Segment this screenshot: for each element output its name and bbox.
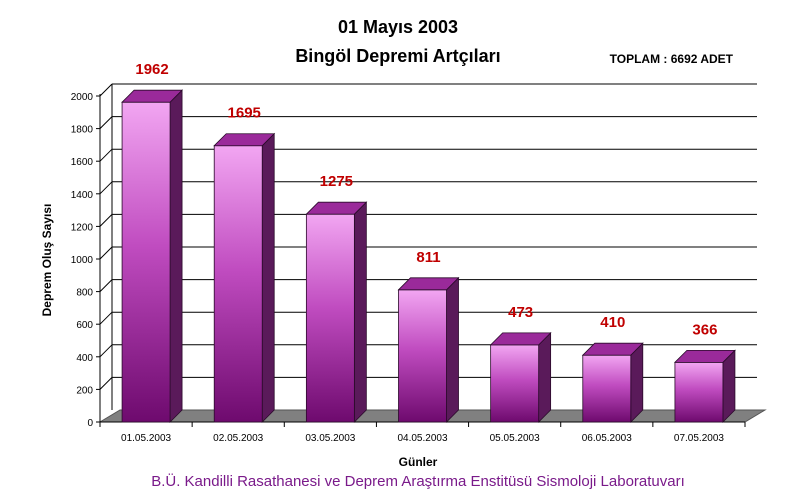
gridline-side bbox=[99, 279, 113, 292]
data-label: 1962 bbox=[135, 61, 168, 78]
x-tick-labels: 01.05.2003 02.05.2003 03.05.2003 04.05.2003… bbox=[99, 422, 746, 444]
gridline-side bbox=[99, 181, 113, 195]
bar-front bbox=[674, 361, 724, 423]
gridline-side bbox=[99, 344, 113, 358]
y-tick-label: 400 bbox=[76, 353, 93, 364]
data-label: 473 bbox=[508, 304, 533, 321]
bar bbox=[397, 276, 460, 423]
bar-top bbox=[121, 89, 184, 103]
gridline-side bbox=[99, 311, 113, 325]
bar-front bbox=[213, 145, 263, 423]
bar-top bbox=[397, 277, 460, 291]
bar-top bbox=[673, 349, 736, 363]
gridline-side bbox=[99, 214, 113, 227]
x-tick-label: 05.05.2003 bbox=[490, 433, 540, 444]
gridline-side bbox=[99, 377, 113, 390]
data-label: 1275 bbox=[320, 173, 353, 190]
y-tick-label: 1800 bbox=[71, 125, 94, 136]
x-tick-label: 02.05.2003 bbox=[213, 433, 263, 444]
y-tick-label: 1400 bbox=[71, 190, 94, 201]
y-tick-label: 1000 bbox=[71, 255, 94, 266]
x-tick-label: 03.05.2003 bbox=[305, 433, 355, 444]
total-label: TOPLAM : 6692 ADET bbox=[610, 52, 734, 66]
footer-credit: B.Ü. Kandilli Rasathanesi ve Deprem Araş… bbox=[151, 472, 685, 490]
bar-top bbox=[581, 342, 644, 356]
bar-front bbox=[305, 213, 355, 423]
bar-front bbox=[582, 354, 632, 423]
bar-front bbox=[121, 101, 171, 423]
bar bbox=[581, 342, 644, 423]
x-tick-label: 06.05.2003 bbox=[582, 433, 632, 444]
bar-top bbox=[213, 133, 276, 147]
gridline-side bbox=[99, 83, 113, 97]
bar-side bbox=[169, 89, 183, 423]
data-labels: 1962 1695 1275 811 473 410 366 bbox=[135, 61, 717, 338]
y-tick-label: 1600 bbox=[71, 157, 94, 168]
data-label: 811 bbox=[416, 249, 440, 266]
chart-subtitle: Bingöl Depremi Artçıları bbox=[295, 46, 500, 66]
y-tick-label: 1200 bbox=[71, 222, 94, 233]
bar-side bbox=[538, 331, 552, 423]
bars bbox=[121, 89, 736, 423]
x-axis-title: Günler bbox=[399, 455, 438, 469]
bar bbox=[489, 331, 552, 423]
y-tick-label: 0 bbox=[87, 418, 93, 429]
gridline-side bbox=[99, 246, 113, 260]
bar bbox=[213, 132, 276, 423]
y-tick-label: 2000 bbox=[71, 92, 94, 103]
data-label: 1695 bbox=[228, 105, 261, 122]
bar-side bbox=[353, 201, 367, 423]
x-tick-label: 07.05.2003 bbox=[674, 433, 724, 444]
y-tick-label: 600 bbox=[76, 320, 93, 331]
gridline-side bbox=[99, 116, 113, 129]
bar bbox=[305, 201, 368, 423]
bar-front bbox=[490, 344, 540, 423]
bar-side bbox=[261, 132, 275, 423]
bar-top bbox=[305, 201, 368, 215]
x-tick-label: 04.05.2003 bbox=[397, 433, 447, 444]
bar-top bbox=[489, 332, 552, 346]
chart-title: 01 Mayıs 2003 bbox=[338, 17, 458, 37]
y-axis-title: Deprem Oluş Sayısı bbox=[40, 204, 54, 317]
y-tick-label: 800 bbox=[76, 288, 93, 299]
x-tick-label: 01.05.2003 bbox=[121, 433, 171, 444]
bar-side bbox=[630, 342, 644, 423]
y-tick-labels: 0 200 400 600 800 1000 1200 1400 1600 1800 2000 bbox=[71, 92, 100, 429]
data-label: 410 bbox=[600, 314, 625, 331]
gridline-side bbox=[99, 148, 113, 162]
bar bbox=[673, 349, 736, 423]
y-tick-label: 200 bbox=[76, 385, 93, 396]
data-label: 366 bbox=[692, 321, 717, 338]
bar bbox=[121, 89, 184, 423]
bar-side bbox=[446, 276, 459, 423]
bar-front bbox=[398, 289, 447, 423]
